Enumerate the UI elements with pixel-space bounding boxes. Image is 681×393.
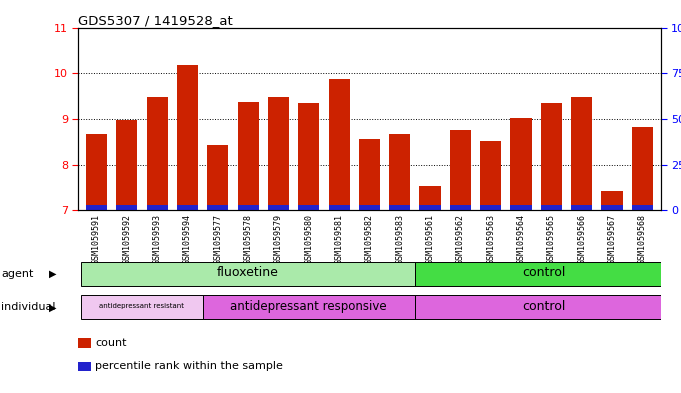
Bar <box>450 130 471 210</box>
Bar <box>571 205 592 210</box>
Bar <box>86 205 107 210</box>
Text: GSM1059580: GSM1059580 <box>304 215 313 264</box>
Bar <box>415 295 673 319</box>
Bar <box>177 65 198 210</box>
Bar <box>81 261 415 286</box>
Text: percentile rank within the sample: percentile rank within the sample <box>95 362 283 371</box>
Text: control: control <box>522 300 565 313</box>
Bar <box>81 295 203 319</box>
Text: GSM1059565: GSM1059565 <box>547 215 556 264</box>
Bar <box>541 103 562 210</box>
Bar <box>389 134 411 210</box>
Bar <box>207 145 228 210</box>
Text: GSM1059567: GSM1059567 <box>607 215 616 264</box>
Text: antidepressant resistant: antidepressant resistant <box>99 303 185 309</box>
Text: individual: individual <box>1 302 56 312</box>
Bar <box>632 205 653 210</box>
Bar <box>238 205 259 210</box>
Text: GDS5307 / 1419528_at: GDS5307 / 1419528_at <box>78 14 233 27</box>
Bar <box>419 205 441 210</box>
Bar <box>268 205 289 210</box>
Text: GSM1059566: GSM1059566 <box>577 215 586 264</box>
Bar <box>298 103 319 210</box>
Bar <box>116 205 138 210</box>
Text: GSM1059562: GSM1059562 <box>456 215 465 264</box>
Bar <box>268 97 289 210</box>
Bar <box>511 118 532 210</box>
Bar <box>480 205 501 210</box>
Text: count: count <box>95 338 127 348</box>
Text: GSM1059582: GSM1059582 <box>365 215 374 264</box>
Bar <box>541 205 562 210</box>
Text: GSM1059564: GSM1059564 <box>517 215 526 264</box>
Bar <box>571 97 592 210</box>
Text: GSM1059581: GSM1059581 <box>334 215 344 264</box>
Bar <box>419 187 441 210</box>
Bar <box>359 140 380 210</box>
Bar <box>328 205 350 210</box>
Bar <box>177 205 198 210</box>
Text: GSM1059561: GSM1059561 <box>426 215 434 264</box>
Bar <box>328 79 350 210</box>
Bar <box>450 205 471 210</box>
Bar <box>298 205 319 210</box>
Text: ▶: ▶ <box>49 269 57 279</box>
Bar <box>601 191 622 210</box>
Text: agent: agent <box>1 269 34 279</box>
Bar <box>632 127 653 210</box>
Bar <box>146 205 168 210</box>
Bar <box>207 205 228 210</box>
Bar <box>511 205 532 210</box>
Bar <box>415 261 673 286</box>
Bar <box>203 295 415 319</box>
Text: control: control <box>522 266 565 279</box>
Bar <box>238 102 259 210</box>
Text: antidepressant responsive: antidepressant responsive <box>230 300 387 313</box>
Text: GSM1059578: GSM1059578 <box>244 215 253 264</box>
Text: ▶: ▶ <box>49 302 57 312</box>
Text: GSM1059592: GSM1059592 <box>123 215 131 264</box>
Bar <box>146 97 168 210</box>
Text: GSM1059577: GSM1059577 <box>213 215 222 264</box>
Bar <box>359 205 380 210</box>
Text: GSM1059591: GSM1059591 <box>92 215 101 264</box>
Text: GSM1059568: GSM1059568 <box>638 215 647 264</box>
Text: GSM1059563: GSM1059563 <box>486 215 495 264</box>
Text: GSM1059579: GSM1059579 <box>274 215 283 264</box>
Bar <box>601 205 622 210</box>
Bar <box>86 134 107 210</box>
Bar <box>480 141 501 210</box>
Text: fluoxetine: fluoxetine <box>217 266 279 279</box>
Text: GSM1059594: GSM1059594 <box>183 215 192 264</box>
Bar <box>116 120 138 210</box>
Text: GSM1059583: GSM1059583 <box>395 215 405 264</box>
Text: GSM1059593: GSM1059593 <box>153 215 161 264</box>
Bar <box>389 205 411 210</box>
